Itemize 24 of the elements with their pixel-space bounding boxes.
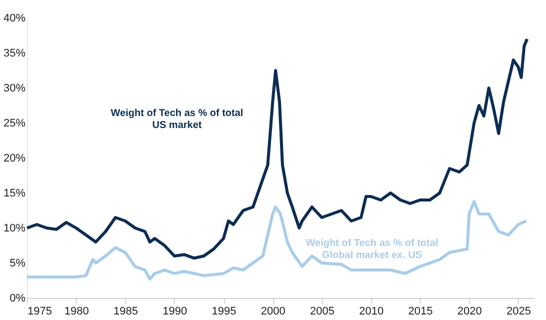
x-tick-label: 2005 (310, 306, 335, 318)
x-tick-label: 2010 (359, 306, 384, 318)
y-tick-label: 30% (3, 82, 26, 94)
line-series (26, 38, 529, 260)
x-tick-label: 2025 (506, 306, 532, 318)
x-tick-label: 1985 (114, 306, 138, 318)
y-tick-label: 5% (10, 258, 26, 270)
y-tick-label: 10% (3, 222, 26, 234)
x-tick-label: 1995 (212, 306, 236, 318)
x-tick-label: 2000 (260, 306, 286, 318)
x-tick-label: 1980 (64, 306, 89, 318)
x-tick-label: 1975 (28, 306, 52, 318)
x-tick-label: 1990 (162, 306, 188, 318)
y-tick-label: 25% (3, 118, 26, 130)
y-tick-label: 15% (3, 188, 26, 200)
text: Weight of Tech as % of total US market (110, 108, 244, 131)
x-tick-label: 2020 (457, 306, 482, 318)
line-series (26, 200, 528, 281)
y-tick-label: 0% (10, 292, 26, 304)
x-tick-label: 2015 (408, 306, 433, 318)
y-tick-label: 35% (3, 48, 26, 60)
y-tick-label: 20% (3, 152, 26, 164)
y-tick-label: 40% (3, 12, 26, 24)
series-label: Weight of Tech as % of total Global market ex. US (306, 238, 438, 261)
